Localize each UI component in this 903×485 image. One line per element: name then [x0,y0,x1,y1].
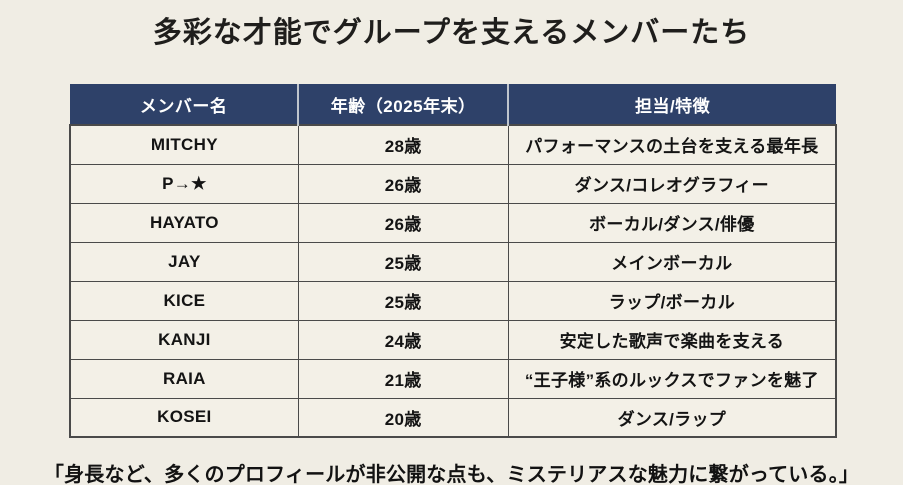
table-body: MITCHY 28歳 パフォーマンスの土台を支える最年長 P→★ 26歳 ダンス… [69,124,837,438]
member-name-cell: JAY [69,241,299,282]
page-title: 多彩な才能でグループを支えるメンバーたち [152,15,751,49]
role-cell: パフォーマンスの土台を支える最年長 [507,124,837,165]
member-name-cell: HAYATO [69,202,299,243]
age-cell: 28歳 [297,124,509,165]
age-cell: 25歳 [297,280,509,321]
header-role: 担当/特徴 [507,84,836,125]
age-cell: 25歳 [297,241,509,282]
role-cell: ダンス/コレオグラフィー [507,163,837,204]
age-cell: 24歳 [297,319,509,360]
footer-quote: 「身長など、多くのプロフィールが非公開な点も、ミステリアスな魅力に繋がっている。… [43,464,860,485]
header-row: メンバー名 年齢（2025年末） 担当/特徴 [70,84,836,125]
age-cell: 26歳 [297,202,509,243]
header-age: 年齢（2025年末） [297,84,509,125]
table-row: RAIA 21歳 “王子様”系のルックスでファンを魅了 [69,358,837,399]
table-header: メンバー名 年齢（2025年末） 担当/特徴 [70,84,836,125]
member-name-cell: MITCHY [69,124,299,165]
role-cell: 安定した歌声で楽曲を支える [507,319,837,360]
role-cell: ラップ/ボーカル [507,280,837,321]
table-row: MITCHY 28歳 パフォーマンスの土台を支える最年長 [69,124,837,165]
table-row: KANJI 24歳 安定した歌声で楽曲を支える [69,319,837,360]
role-cell: ボーカル/ダンス/俳優 [507,202,837,243]
table-row: KOSEI 20歳 ダンス/ラップ [69,397,837,438]
role-cell: メインボーカル [507,241,837,282]
role-cell: ダンス/ラップ [507,397,837,438]
table-row: P→★ 26歳 ダンス/コレオグラフィー [69,163,837,204]
member-name-cell: RAIA [69,358,299,399]
table-row: KICE 25歳 ラップ/ボーカル [69,280,837,321]
age-cell: 21歳 [297,358,509,399]
slide: 多彩な才能でグループを支えるメンバーたち メンバー名 年齢（2025年末） 担当… [0,13,903,485]
member-name-cell: KOSEI [69,397,299,438]
member-name-cell: KANJI [69,319,299,360]
age-cell: 26歳 [297,163,509,204]
member-table: メンバー名 年齢（2025年末） 担当/特徴 MITCHY 28歳 パフォーマン… [69,84,837,438]
header-member-name: メンバー名 [70,84,299,125]
age-cell: 20歳 [297,397,509,438]
table-row: HAYATO 26歳 ボーカル/ダンス/俳優 [69,202,837,243]
member-name-cell: P→★ [69,163,299,204]
table-row: JAY 25歳 メインボーカル [69,241,837,282]
member-name-cell: KICE [69,280,299,321]
role-cell: “王子様”系のルックスでファンを魅了 [507,358,837,399]
